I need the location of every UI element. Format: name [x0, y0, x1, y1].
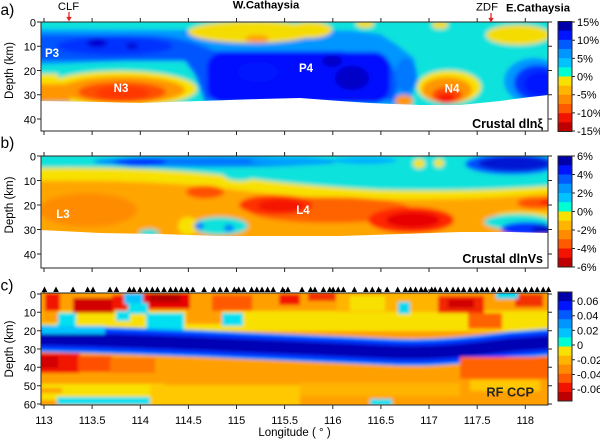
svg-text:Depth (km): Depth (km) — [4, 42, 16, 99]
svg-text:0.04: 0.04 — [577, 311, 598, 323]
svg-text:Longitude ( ° ): Longitude ( ° ) — [258, 427, 331, 439]
svg-text:113.5: 113.5 — [79, 415, 106, 427]
svg-text:117: 117 — [420, 415, 438, 427]
svg-text:a): a) — [1, 2, 15, 19]
svg-text:40: 40 — [24, 363, 36, 375]
svg-text:ZDF: ZDF — [476, 2, 498, 14]
svg-text:60: 60 — [24, 399, 36, 411]
svg-text:30: 30 — [24, 344, 36, 356]
svg-text:0.06: 0.06 — [577, 296, 598, 308]
svg-text:RF CCP: RF CCP — [486, 385, 534, 400]
svg-text:-4%: -4% — [577, 244, 597, 256]
svg-text:30: 30 — [24, 225, 36, 237]
svg-text:15%: 15% — [577, 17, 599, 29]
svg-text:-5%: -5% — [577, 90, 597, 102]
svg-text:6%: 6% — [577, 151, 593, 163]
svg-text:2%: 2% — [577, 188, 593, 200]
svg-text:10: 10 — [24, 176, 36, 188]
svg-text:Crustal dlnξ: Crustal dlnξ — [472, 117, 543, 131]
svg-text:40: 40 — [24, 249, 36, 261]
svg-text:10: 10 — [24, 42, 36, 54]
svg-text:N3: N3 — [114, 83, 129, 95]
svg-text:0%: 0% — [577, 72, 593, 84]
svg-text:20: 20 — [24, 200, 36, 212]
svg-text:0: 0 — [30, 151, 36, 163]
svg-text:20: 20 — [24, 326, 36, 338]
svg-text:10%: 10% — [577, 35, 599, 47]
svg-text:0.02: 0.02 — [577, 325, 598, 337]
svg-text:115.5: 115.5 — [271, 415, 298, 427]
svg-text:50: 50 — [24, 381, 36, 393]
svg-text:0: 0 — [30, 17, 36, 29]
svg-text:N4: N4 — [445, 84, 460, 96]
svg-text:E.Cathaysia: E.Cathaysia — [506, 3, 571, 15]
svg-text:Depth (km): Depth (km) — [4, 320, 16, 377]
svg-text:10: 10 — [24, 308, 36, 320]
svg-text:115: 115 — [228, 415, 246, 427]
svg-text:b): b) — [1, 135, 15, 152]
svg-text:c): c) — [1, 278, 14, 295]
svg-text:-0.04: -0.04 — [577, 370, 600, 382]
svg-text:-15%: -15% — [577, 126, 600, 138]
svg-text:117.5: 117.5 — [464, 415, 491, 427]
svg-text:L4: L4 — [296, 205, 310, 217]
svg-text:P4: P4 — [299, 63, 314, 75]
svg-text:5%: 5% — [577, 53, 593, 65]
svg-text:0%: 0% — [577, 207, 593, 219]
svg-text:114.5: 114.5 — [175, 415, 202, 427]
svg-text:Depth (km): Depth (km) — [4, 176, 16, 233]
svg-text:40: 40 — [24, 114, 36, 126]
svg-text:-0.06: -0.06 — [577, 384, 600, 396]
svg-text:113: 113 — [35, 415, 53, 427]
svg-text:4%: 4% — [577, 170, 593, 182]
svg-text:-2%: -2% — [577, 225, 597, 237]
svg-text:-0.02: -0.02 — [577, 355, 600, 367]
svg-text:CLF: CLF — [58, 1, 79, 13]
svg-text:Crustal dlnVs: Crustal dlnVs — [462, 252, 543, 266]
svg-text:118: 118 — [517, 415, 535, 427]
svg-text:0: 0 — [577, 340, 583, 352]
svg-text:116.5: 116.5 — [368, 415, 395, 427]
svg-text:L3: L3 — [56, 209, 69, 221]
svg-text:0: 0 — [30, 289, 36, 301]
svg-text:-6%: -6% — [577, 262, 597, 274]
svg-text:P3: P3 — [45, 48, 59, 60]
svg-text:W.Cathaysia: W.Cathaysia — [233, 0, 300, 12]
svg-text:-10%: -10% — [577, 108, 600, 120]
svg-text:20: 20 — [24, 66, 36, 78]
svg-text:30: 30 — [24, 90, 36, 102]
svg-text:114: 114 — [131, 415, 149, 427]
svg-text:116: 116 — [324, 415, 342, 427]
